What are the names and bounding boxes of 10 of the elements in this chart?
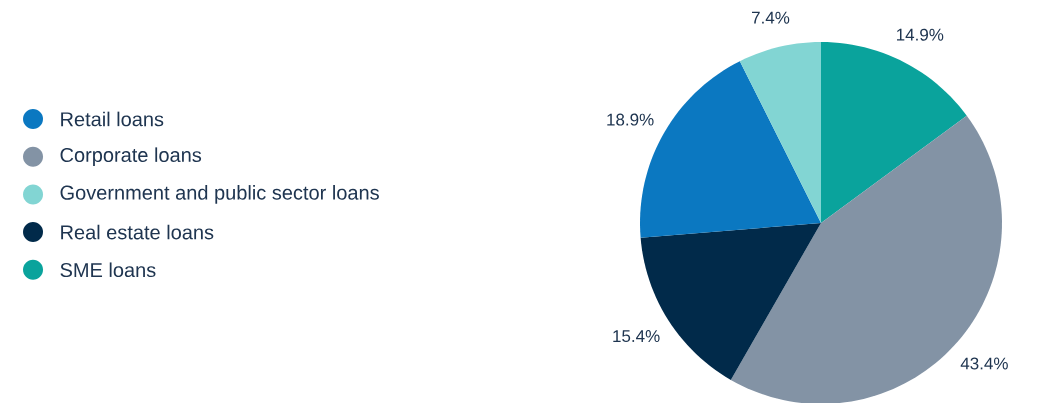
legend-label: Real estate loans: [61, 224, 214, 240]
legend-label: Corporate loans: [60, 147, 202, 167]
data-label: 18.9%: [607, 113, 654, 126]
data-label: 7.4%: [752, 11, 790, 24]
legend-label: SME loans: [60, 262, 156, 278]
legend-label: Government and public sector loans: [60, 185, 379, 204]
data-label: 43.4%: [960, 357, 1008, 370]
legend-label: Retail loans: [61, 111, 164, 127]
data-label: 15.4%: [613, 330, 660, 343]
data-label: 14.9%: [897, 28, 944, 41]
